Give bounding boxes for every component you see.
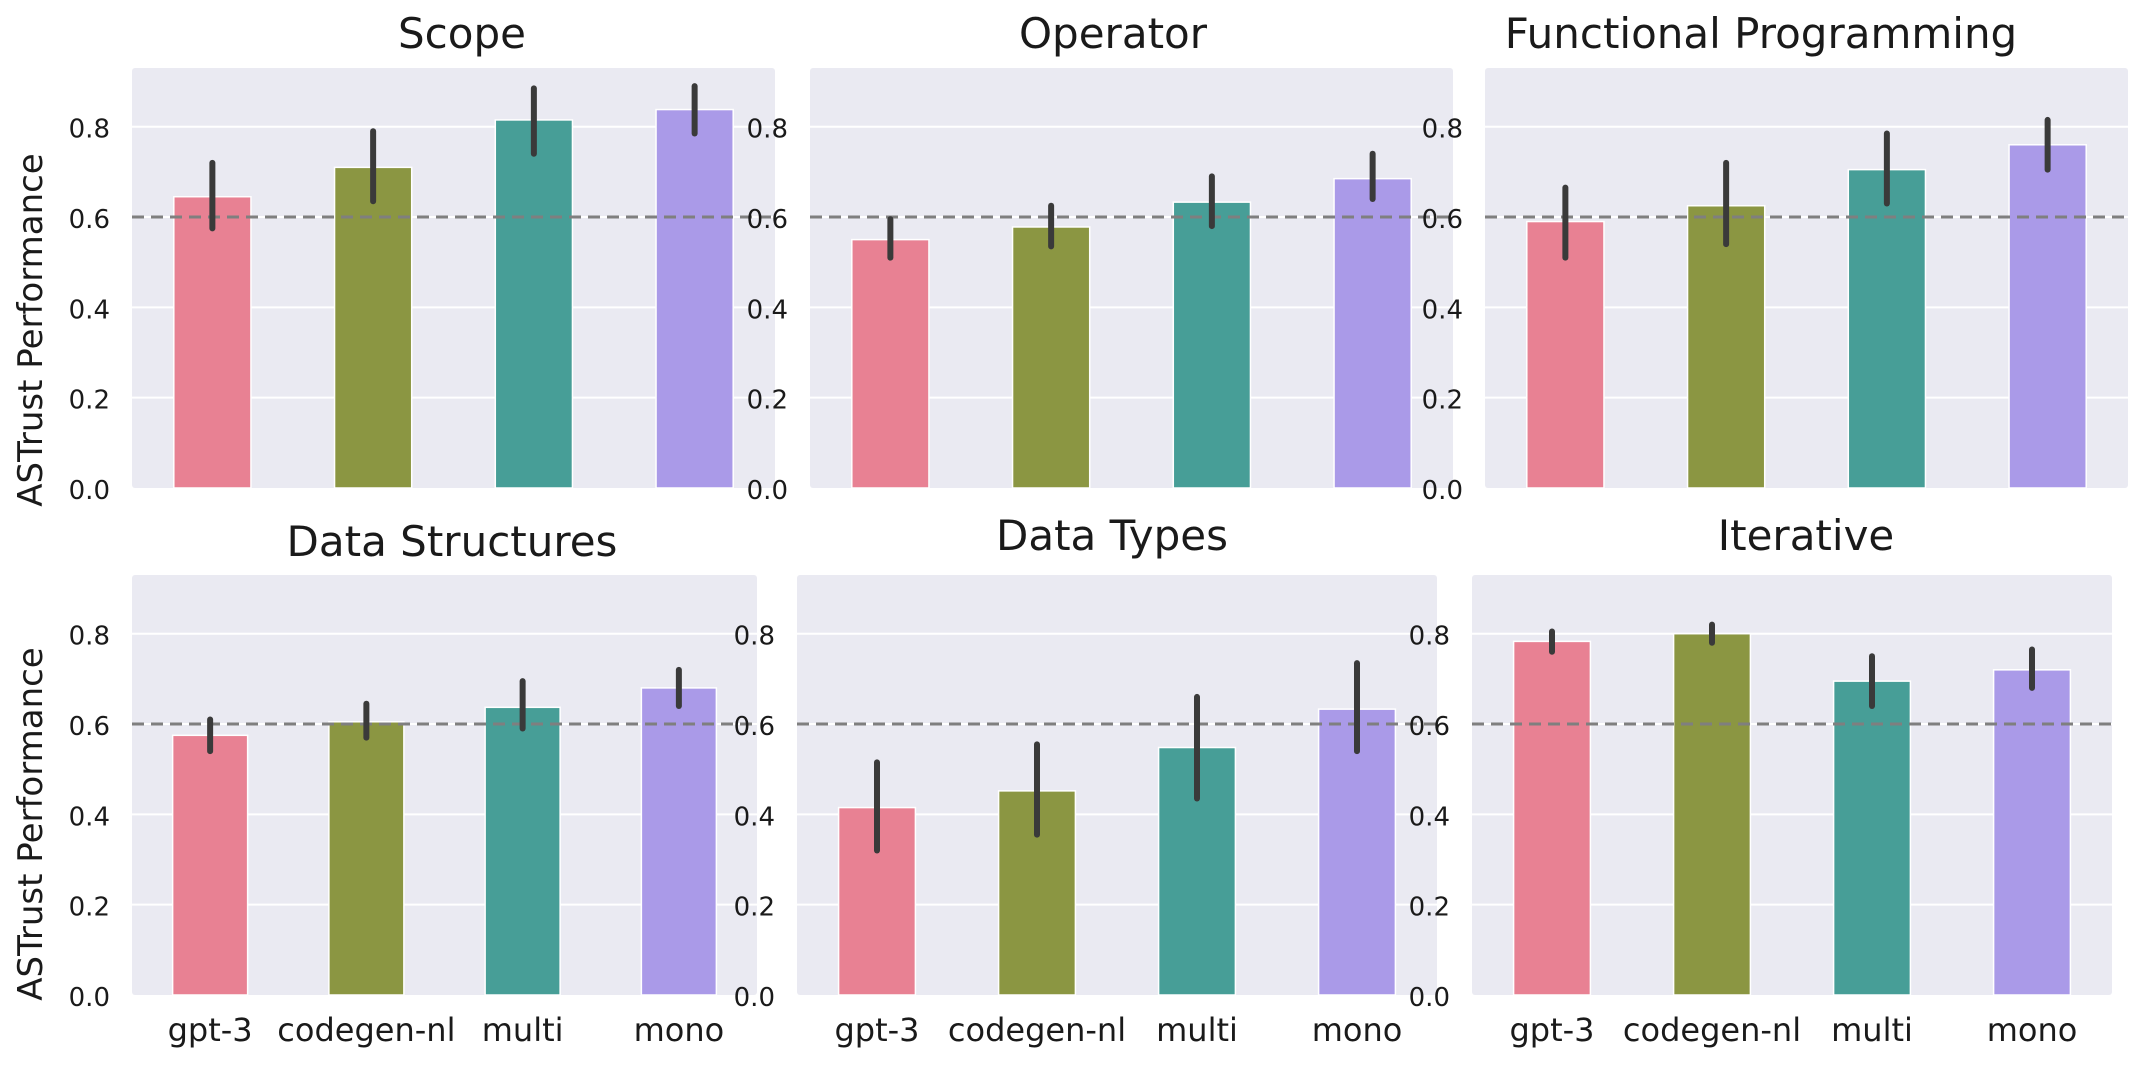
y-tick-label: 0.2 [69,893,110,923]
bar-codegen-nl [333,166,413,489]
ylabel-top-text: ASTrust Performance [11,153,51,506]
subplot-scope: 0.0 0.2 0.4 0.6 0.8 Scope [69,9,775,506]
bar-gpt-3 [171,734,249,996]
y-tick-label: 0.8 [1409,622,1450,652]
y-tick-label: 0.6 [747,205,788,235]
plot-area-data-structures [132,575,757,995]
bar-mono [655,108,734,489]
plot-area-data-types [797,575,1437,995]
x-tick-label-multi: multi [1831,1011,1913,1049]
bar-codegen-nl [1686,204,1766,489]
y-tick-label: 0.8 [734,622,775,652]
y-tick-label: 0.8 [747,115,788,145]
y-tick-label: 0.0 [1422,476,1463,506]
y-tick-label: 0.4 [69,802,110,832]
x-tick-label-gpt-3: gpt-3 [834,1011,919,1049]
bar-multi [1847,168,1927,489]
ylabel-top: ASTrust Performance [11,153,51,506]
subplot-title: Functional Programming [1505,9,2017,58]
ylabel-bottom: ASTrust Performance [11,647,51,1000]
subplot-operator: 0.0 0.2 0.4 0.6 0.8 Operator [747,9,1453,506]
y-tick-label: 0.6 [734,712,775,742]
plot-area-operator [810,68,1453,488]
bar-multi [1832,680,1912,996]
y-tick-label: 0.8 [69,622,110,652]
y-tick-label: 0.8 [1422,115,1463,145]
y-tick-label: 0.4 [1422,295,1463,325]
plot-area-scope [132,68,775,488]
subplot-data-structures: 0.0 0.2 0.4 0.6 0.8 gpt-3 codegen-nl multi mono D… [69,517,757,1049]
ylabel-bottom-text: ASTrust Performance [11,647,51,1000]
x-tick-label-codegen-nl: codegen-nl [1623,1011,1801,1049]
subplot-title: Iterative [1718,511,1895,560]
y-tick-label: 0.4 [747,295,788,325]
subplot-title: Data Types [996,511,1228,560]
subplot-functional-programming: 0.0 0.2 0.4 0.6 0.8 Functional Programming [1422,9,2128,506]
y-tick-label: 0.0 [734,983,775,1013]
y-tick-label: 0.2 [1422,386,1463,416]
y-tick-label: 0.6 [1422,205,1463,235]
y-tick-label: 0.2 [734,893,775,923]
y-tick-label: 0.4 [734,802,775,832]
bar-multi [494,119,574,489]
plot-area-iterative [1472,575,2112,995]
plot-area-functional-programming [1485,68,2128,488]
y-tick-label: 0.6 [1409,712,1450,742]
y-tick-label: 0.2 [1409,893,1450,923]
bar-gpt-3 [173,195,252,489]
x-tick-label-mono: mono [1987,1011,2078,1049]
bar-codegen-nl [1672,632,1752,996]
x-tick-label-codegen-nl: codegen-nl [277,1011,455,1049]
bar-mono [640,687,718,996]
bar-mono [1333,177,1412,489]
y-tick-label: 0.0 [69,983,110,1013]
subplot-title: Operator [1019,9,1208,58]
y-tick-label: 0.6 [69,712,110,742]
y-tick-label: 0.2 [747,386,788,416]
subplot-grid: 0.0 0.2 0.4 0.6 0.8 Scope 0.0 0.2 0.4 0.6 0.8 Opera… [69,9,2128,1049]
x-tick-label-gpt-3: gpt-3 [168,1011,253,1049]
subplot-title: Data Structures [287,517,618,566]
x-tick-label-mono: mono [1312,1011,1403,1049]
x-tick-label-multi: multi [482,1011,564,1049]
y-tick-label: 0.4 [1409,802,1450,832]
y-tick-label: 0.0 [747,476,788,506]
y-tick-label: 0.2 [69,386,110,416]
bar-gpt-3 [1526,220,1605,489]
subplot-title: Scope [398,9,526,58]
x-tick-label-mono: mono [634,1011,725,1049]
bar-codegen-nl [328,721,405,996]
y-tick-label: 0.6 [69,205,110,235]
x-tick-label-gpt-3: gpt-3 [1509,1011,1594,1049]
bar-multi [484,706,561,996]
bar-mono [1317,708,1397,996]
x-tick-label-codegen-nl: codegen-nl [948,1011,1126,1049]
x-tick-label-multi: multi [1156,1011,1238,1049]
bar-mono [1992,669,2072,996]
bar-gpt-3 [1512,640,1592,996]
bar-gpt-3 [851,238,930,489]
bar-mono [2008,144,2087,489]
subplot-data-types: 0.0 0.2 0.4 0.6 0.8 gpt-3 codegen-nl multi mono D… [734,511,1437,1049]
bar-multi [1172,201,1252,489]
y-tick-label: 0.8 [69,115,110,145]
y-tick-label: 0.0 [1409,983,1450,1013]
bar-codegen-nl [1011,226,1091,489]
y-tick-label: 0.0 [69,476,110,506]
y-tick-label: 0.4 [69,295,110,325]
subplot-iterative: 0.0 0.2 0.4 0.6 0.8 gpt-3 codegen-nl multi mono I… [1409,511,2112,1049]
